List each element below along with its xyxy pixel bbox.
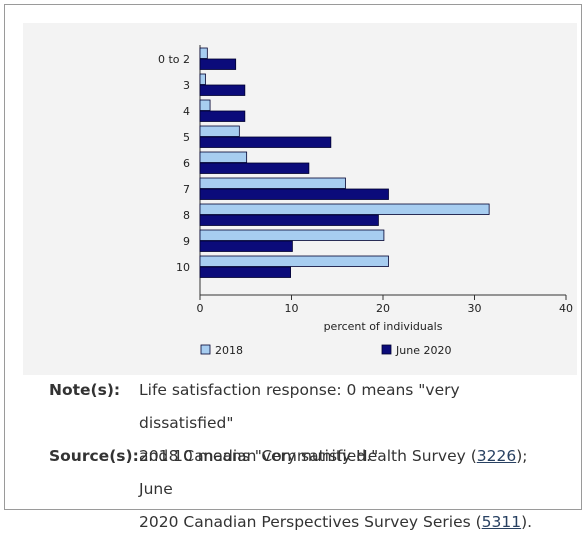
x-tick-label: 0 [197,302,204,315]
x-axis-label: percent of individuals [324,320,443,333]
bar-series1 [199,255,389,267]
x-tick-label: 10 [285,302,299,315]
legend-swatch [200,344,211,355]
source-line-2: 2020 Canadian Perspectives Survey Series… [139,506,559,539]
legend-swatch [381,344,392,355]
bar-series1 [199,177,346,189]
x-tick-label: 30 [468,302,482,315]
bar-series1 [199,125,240,137]
x-tick-label: 20 [376,302,390,315]
bar-series2 [199,58,237,70]
legend-label: June 2020 [395,344,451,357]
category-label: 4 [183,105,190,118]
category-label: 8 [183,209,190,222]
category-label: 0 to 2 [158,53,190,66]
source-line-1: 2018 Canadian Community Health Survey (3… [139,440,559,506]
category-label: 7 [183,183,190,196]
bar-series1 [199,99,211,111]
bar-series2 [199,188,389,200]
bar-series2 [199,214,379,226]
bar-chart: 0 to 2 3 4 5 6 7 8 9 10 0 10 20 30 40 percent of indiv… [158,45,573,357]
x-tick-label: 40 [559,302,573,315]
bar-series2 [199,136,332,148]
note-text: Life satisfaction response: 0 means "ver… [139,374,559,473]
bar-series2 [199,162,310,174]
bar-series1 [199,47,208,59]
legend-label: 2018 [215,344,243,357]
note-line-2: and 10 means "very satisfied." [139,447,379,465]
bar-series1 [199,229,385,241]
source-text-part: ); June [139,447,528,498]
source-link-3226[interactable]: 3226 [476,447,517,465]
note-line-1: Life satisfaction response: 0 means "ver… [139,381,460,432]
bar-series1 [199,151,248,163]
bar-series2 [199,84,246,96]
bar-series1 [199,203,490,215]
bar-series2 [199,240,293,252]
category-label: 5 [183,131,190,144]
source-text: 2018 Canadian Community Health Survey (3… [139,440,559,539]
note-label: Note(s): [49,381,121,399]
source-text-part: 2018 Canadian Community Health Survey ( [139,447,477,465]
bar-series2 [199,110,246,122]
category-label: 6 [183,157,190,170]
source-label: Source(s): [49,447,139,465]
category-label: 10 [176,261,190,274]
bar-series1 [199,73,206,85]
bar-series2 [199,266,291,278]
chart-frame: 0 to 2 3 4 5 6 7 8 9 10 0 10 20 30 40 percent of indiv… [4,4,582,531]
category-label: 9 [183,235,190,248]
category-label: 3 [183,79,190,92]
